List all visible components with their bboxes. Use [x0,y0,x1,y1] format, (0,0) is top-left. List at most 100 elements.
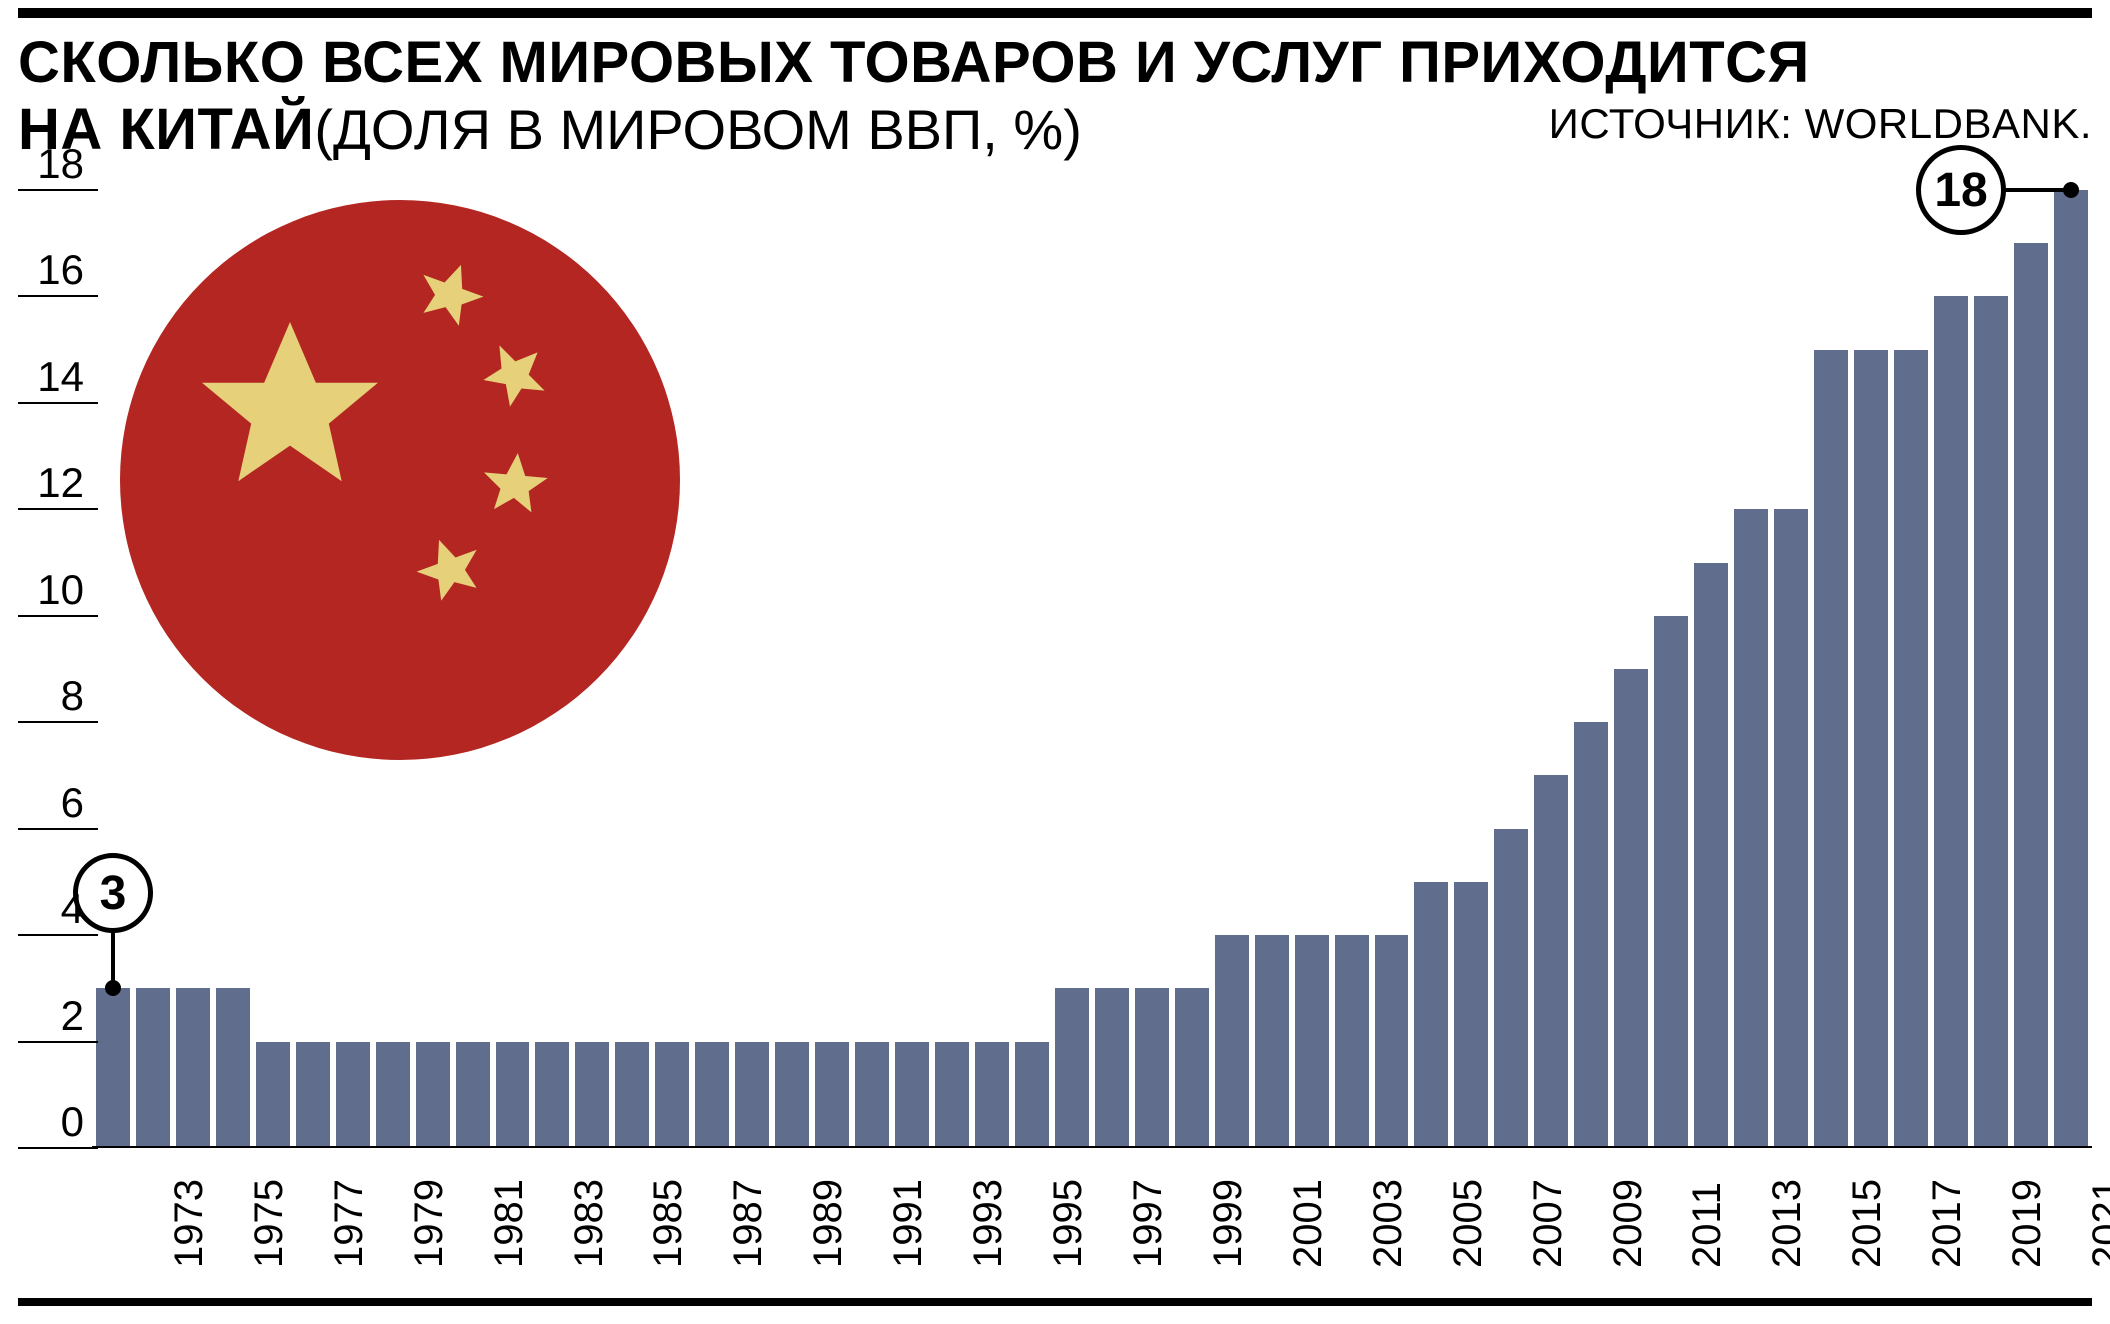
bar [136,988,170,1148]
bar [1135,988,1169,1148]
bar [815,1042,849,1148]
title-line1: СКОЛЬКО ВСЕХ МИРОВЫХ ТОВАРОВ И УСЛУГ ПРИ… [18,30,2092,97]
x-tick-label: 2003 [1366,1179,1411,1268]
bar [1414,882,1448,1148]
plot-area: 3 18 [92,190,2092,1148]
bar [975,1042,1009,1148]
bar [1295,935,1329,1148]
bar [1175,988,1209,1148]
bar [256,1042,290,1148]
bar [1375,935,1409,1148]
y-tick-line [18,934,98,936]
x-tick-label: 2011 [1685,1182,1730,1268]
bar [1774,509,1808,1148]
y-tick-line [18,1041,98,1043]
bar [775,1042,809,1148]
x-tick-label: 1991 [886,1179,931,1268]
bar [1574,722,1608,1148]
y-tick-line [18,402,98,404]
x-tick-label: 2015 [1845,1179,1890,1268]
y-tick-line [18,189,98,191]
bars-group [92,190,2092,1148]
bar [216,988,250,1148]
bar [615,1042,649,1148]
bar [695,1042,729,1148]
bar [1095,988,1129,1148]
title-line2-light: (ДОЛЯ В МИРОВОМ ВВП, %) [314,97,1082,162]
bar [336,1042,370,1148]
x-tick-label: 1973 [167,1179,212,1268]
bar [855,1042,889,1148]
bar [1335,935,1369,1148]
bar [1894,350,1928,1148]
y-tick-label: 12 [24,459,84,507]
chart-area: 3 18 024681012141618 1973197519771979198… [18,190,2092,1288]
x-tick-label: 1999 [1206,1179,1251,1268]
bar [1854,350,1888,1148]
bar [1734,509,1768,1148]
bar [535,1042,569,1148]
bar [1494,829,1528,1148]
bar [2014,243,2048,1148]
x-tick-label: 1977 [327,1179,372,1268]
callout-line [111,928,115,988]
bar [176,988,210,1148]
bar [1015,1042,1049,1148]
bar [416,1042,450,1148]
bar [296,1042,330,1148]
callout-line [2001,188,2071,192]
x-tick-label: 1993 [966,1179,1011,1268]
y-tick-label: 6 [24,779,84,827]
bar [1534,775,1568,1148]
bar [1215,935,1249,1148]
bar [1454,882,1488,1148]
x-tick-label: 1975 [247,1179,292,1268]
y-tick-line [18,295,98,297]
bar [1614,669,1648,1148]
bar [1654,616,1688,1148]
bar [1055,988,1089,1148]
bar [1974,296,2008,1148]
bar [1694,563,1728,1148]
bar [735,1042,769,1148]
x-tick-label: 1987 [726,1179,771,1268]
bar [1255,935,1289,1148]
y-tick-line [18,721,98,723]
x-tick-label: 2013 [1765,1179,1810,1268]
source-label: ИСТОЧНИК: WORLDBANK. [1549,100,2092,148]
x-tick-label: 1995 [1046,1179,1091,1268]
x-tick-label: 1997 [1126,1179,1171,1268]
y-tick-label: 18 [24,140,84,188]
bar [895,1042,929,1148]
bar [1814,350,1848,1148]
y-tick-line [18,508,98,510]
y-tick-label: 8 [24,672,84,720]
x-tick-label: 2021 [2085,1179,2110,1268]
x-tick-label: 2009 [1606,1179,1651,1268]
bar [1934,296,1968,1148]
x-tick-label: 2017 [1925,1179,1970,1268]
bar [575,1042,609,1148]
y-tick-label: 16 [24,246,84,294]
x-axis-baseline [92,1146,2092,1148]
bar [96,988,130,1148]
y-tick-label: 0 [24,1098,84,1146]
x-tick-label: 2001 [1286,1179,1331,1268]
y-tick-label: 10 [24,566,84,614]
x-tick-label: 2005 [1446,1179,1491,1268]
bar [376,1042,410,1148]
y-tick-line [18,1147,98,1149]
y-tick-label: 2 [24,992,84,1040]
callout-start-label: 3 [73,853,153,933]
y-tick-line [18,828,98,830]
x-tick-label: 2019 [2005,1179,2050,1268]
bar [935,1042,969,1148]
x-tick-label: 2007 [1526,1179,1571,1268]
bar [655,1042,689,1148]
bottom-rule [18,1298,2092,1306]
callout-end-label: 18 [1916,145,2006,235]
x-axis-labels: 1973197519771979198119831985198719891991… [92,1162,2092,1302]
top-rule [18,8,2092,18]
x-tick-label: 1985 [646,1179,691,1268]
bar [456,1042,490,1148]
